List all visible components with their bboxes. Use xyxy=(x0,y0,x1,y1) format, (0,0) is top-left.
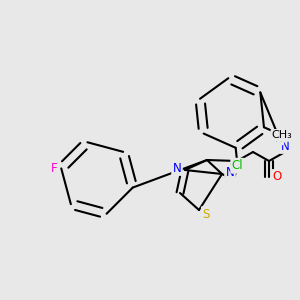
Text: O: O xyxy=(272,170,282,184)
Text: N: N xyxy=(280,140,290,152)
Text: N: N xyxy=(172,161,182,175)
Text: N: N xyxy=(226,167,234,179)
Text: Cl: Cl xyxy=(232,159,243,172)
Text: CH₃: CH₃ xyxy=(272,130,292,140)
Text: F: F xyxy=(51,162,58,175)
Text: H: H xyxy=(275,134,283,144)
Text: S: S xyxy=(202,208,210,220)
